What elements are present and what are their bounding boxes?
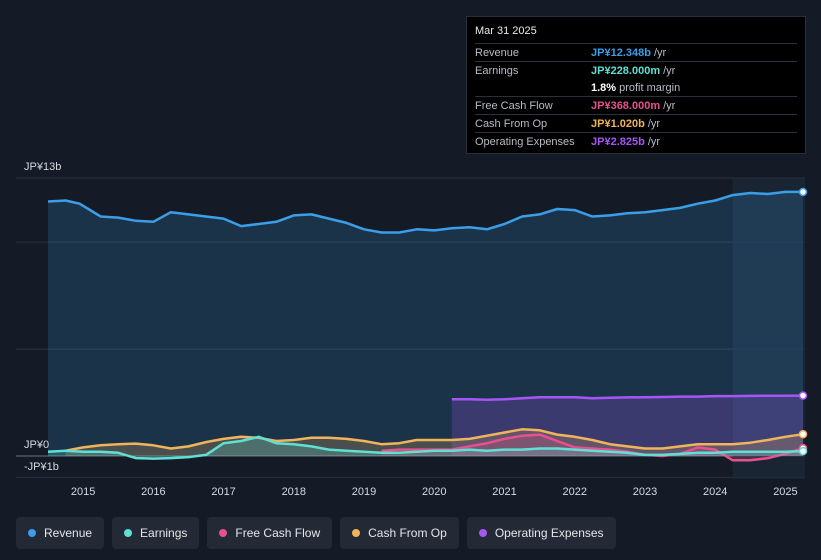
x-tick-label: 2018 — [282, 486, 306, 498]
tooltip-row-unit: /yr — [647, 135, 661, 148]
operating-expenses-end-marker — [798, 391, 808, 400]
revenue-end-marker — [798, 187, 808, 197]
tooltip-row-label: Cash From Op — [475, 117, 548, 130]
y-label-zero: JP¥0 — [24, 439, 49, 451]
x-tick-label: 2020 — [422, 486, 446, 498]
tooltip-row-label: Free Cash Flow — [475, 99, 553, 112]
x-tick-label: 2019 — [352, 486, 376, 498]
x-tick-label: 2016 — [141, 486, 165, 498]
tooltip-row-value: JP¥1.020b — [591, 117, 645, 130]
cash-from-op-end-marker — [798, 429, 808, 439]
tooltip-row-value: 1.8% — [591, 81, 617, 94]
operating-expenses-line — [451, 394, 804, 402]
x-tick-label: 2024 — [703, 486, 727, 498]
tooltip-row: Revenue JP¥12.348b/yr — [475, 43, 797, 61]
x-tick-label: 2022 — [563, 486, 587, 498]
tooltip-row: 1.8% profit margin — [475, 79, 797, 96]
operating-expenses-area — [451, 395, 803, 456]
tooltip-row-value: JP¥228.000m — [591, 64, 661, 77]
legend-dot-icon — [219, 529, 228, 537]
legend-dot-icon — [478, 529, 487, 537]
legend: Revenue Earnings Free Cash Flow Cash From O… — [16, 517, 616, 549]
earnings-end-marker — [798, 446, 808, 456]
x-tick-label: 2023 — [633, 486, 657, 498]
tooltip-row-unit: /yr — [663, 99, 676, 112]
tooltip-row-label: Revenue — [475, 46, 520, 59]
forecast-shade — [732, 178, 805, 479]
tooltip-row: Operating Expenses JP¥2.825b/yr — [475, 132, 797, 150]
grid-layer — [16, 177, 805, 478]
legend-label: Revenue — [44, 526, 93, 540]
tooltip-row-unit: /yr — [653, 46, 667, 59]
earnings-line — [47, 435, 804, 460]
legend-item-revenue[interactable]: Revenue — [16, 517, 105, 549]
legend-item-operating-expenses[interactable]: Operating Expenses — [466, 517, 616, 549]
tooltip-row-value: JP¥368.000m — [591, 99, 661, 112]
x-tick-label: 2015 — [71, 486, 95, 498]
cash-from-op-area — [65, 429, 804, 456]
legend-label: Free Cash Flow — [235, 526, 321, 540]
x-tick-label: 2021 — [492, 486, 516, 498]
revenue-area — [48, 191, 803, 456]
tooltip-row: Cash From Op JP¥1.020b/yr — [475, 114, 797, 132]
tooltip-row: Earnings JP¥228.000m/yr — [475, 61, 797, 79]
legend-item-cash-from-op[interactable]: Cash From Op — [340, 517, 459, 549]
tooltip-row: Free Cash Flow JP¥368.000m/yr — [475, 96, 797, 114]
y-label-bottom: -JP¥1b — [24, 461, 59, 473]
cash-from-op-line — [65, 428, 804, 452]
revenue-line — [47, 190, 803, 234]
y-label-top: JP¥13b — [24, 161, 61, 173]
x-tick-label: 2025 — [773, 486, 797, 498]
tooltip-row-unit: /yr — [647, 117, 661, 130]
legend-dot-icon — [352, 529, 361, 537]
tooltip-row-unit: profit margin — [619, 81, 681, 94]
series-layer — [47, 187, 808, 462]
tooltip-row-label: Operating Expenses — [475, 135, 575, 148]
legend-item-earnings[interactable]: Earnings — [112, 517, 200, 549]
legend-item-free-cash-flow[interactable]: Free Cash Flow — [207, 517, 333, 549]
tooltip-row-label: Earnings — [475, 64, 519, 77]
legend-label: Operating Expenses — [494, 526, 604, 540]
legend-label: Earnings — [140, 526, 188, 540]
legend-label: Cash From Op — [368, 526, 447, 540]
legend-dot-icon — [28, 529, 36, 537]
x-tick-label: 2017 — [211, 486, 235, 498]
tooltip-row-value: JP¥2.825b — [591, 135, 645, 148]
tooltip-date: Mar 31 2025 — [475, 25, 537, 37]
tooltip-row-unit: /yr — [663, 64, 676, 77]
data-tooltip: Mar 31 2025 Revenue JP¥12.348b/yr Earnings… — [466, 16, 806, 154]
x-axis-ticks: 2015 2016 2017 2018 2019 2020 2021 2022 2023 2024… — [71, 486, 798, 498]
legend-dot-icon — [124, 529, 133, 537]
tooltip-row-value: JP¥12.348b — [591, 46, 651, 59]
